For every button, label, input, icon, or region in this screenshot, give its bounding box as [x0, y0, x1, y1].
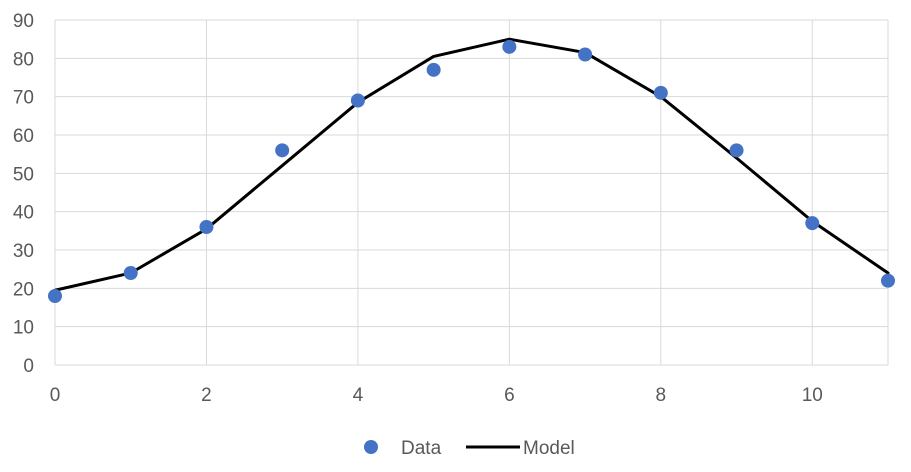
x-tick-label: 0	[50, 385, 61, 406]
data-point	[881, 273, 895, 288]
data-point	[805, 216, 820, 231]
legend: Data Model	[364, 438, 575, 459]
x-tick-label: 10	[802, 385, 823, 406]
data-point	[653, 85, 668, 100]
data-point	[426, 62, 441, 77]
y-tick-label: 0	[23, 356, 34, 377]
y-tick-label: 80	[13, 49, 34, 70]
y-tick-label: 90	[13, 11, 34, 32]
x-tick-label: 2	[201, 385, 212, 406]
x-tick-label: 8	[656, 385, 667, 406]
data-point	[123, 266, 138, 280]
model-line	[53, 37, 890, 292]
x-axis-tick-labels: 0 2 4 6 8 10	[50, 385, 823, 406]
legend-data-marker	[364, 440, 378, 454]
x-tick-label: 4	[353, 385, 364, 406]
y-tick-label: 10	[13, 318, 34, 339]
data-point	[48, 289, 62, 303]
y-tick-label: 60	[13, 126, 34, 147]
plot-area	[48, 37, 895, 303]
data-point	[729, 143, 744, 158]
y-tick-label: 20	[13, 279, 34, 300]
data-point	[199, 220, 214, 234]
legend-model-label: Model	[523, 438, 575, 459]
data-point	[275, 143, 290, 158]
y-tick-label: 70	[13, 88, 34, 109]
data-point	[578, 47, 593, 62]
x-tick-label: 6	[504, 385, 515, 406]
y-tick-label: 40	[13, 203, 34, 224]
data-point	[350, 93, 365, 108]
legend-data-label: Data	[401, 438, 442, 459]
data-point	[502, 39, 517, 54]
y-axis-tick-labels: 0 10 20 30 40 50 60 70 80 90	[13, 11, 34, 377]
y-tick-label: 30	[13, 241, 34, 262]
gridlines	[54, 19, 889, 366]
y-tick-label: 50	[13, 164, 34, 185]
